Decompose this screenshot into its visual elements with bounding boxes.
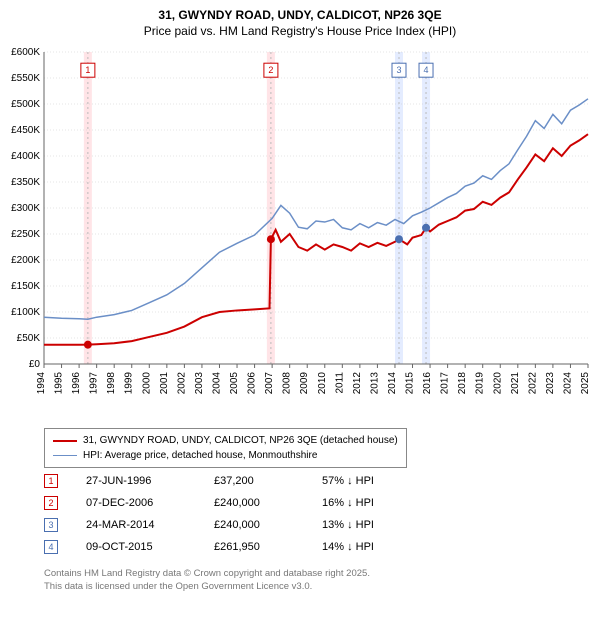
svg-text:1995: 1995 bbox=[54, 372, 65, 395]
sales-date: 27-JUN-1996 bbox=[86, 475, 186, 487]
sales-date: 09-OCT-2015 bbox=[86, 541, 186, 553]
svg-text:2011: 2011 bbox=[334, 372, 345, 394]
svg-text:£300K: £300K bbox=[11, 203, 40, 214]
footer-line2: This data is licensed under the Open Gov… bbox=[44, 581, 370, 594]
svg-text:2025: 2025 bbox=[580, 372, 591, 395]
svg-text:2017: 2017 bbox=[440, 372, 451, 395]
chart-plot-area: £0 £50K £100K £150K £200K £250K £300K £350K £400… bbox=[0, 44, 600, 424]
sales-marker: 2 bbox=[44, 496, 58, 510]
svg-text:2023: 2023 bbox=[545, 372, 556, 395]
chart-title-line2: Price paid vs. HM Land Registry's House … bbox=[0, 24, 600, 40]
svg-text:2010: 2010 bbox=[317, 372, 328, 395]
svg-text:1994: 1994 bbox=[36, 372, 47, 395]
svg-text:£200K: £200K bbox=[11, 255, 40, 266]
svg-text:£50K: £50K bbox=[17, 333, 41, 344]
svg-text:1998: 1998 bbox=[106, 372, 117, 395]
svg-text:2002: 2002 bbox=[176, 372, 187, 395]
sales-row: 2 07-DEC-2006 £240,000 16% ↓ HPI bbox=[44, 492, 412, 514]
svg-text:1997: 1997 bbox=[89, 372, 100, 395]
svg-text:2001: 2001 bbox=[159, 372, 170, 395]
svg-text:£500K: £500K bbox=[11, 99, 40, 110]
svg-text:£600K: £600K bbox=[11, 47, 40, 58]
svg-text:2: 2 bbox=[268, 65, 273, 75]
svg-text:3: 3 bbox=[396, 65, 401, 75]
sales-date: 24-MAR-2014 bbox=[86, 519, 186, 531]
svg-text:2016: 2016 bbox=[422, 372, 433, 395]
legend-label: 31, GWYNDY ROAD, UNDY, CALDICOT, NP26 3Q… bbox=[83, 433, 398, 448]
svg-text:£250K: £250K bbox=[11, 229, 40, 240]
svg-text:2009: 2009 bbox=[299, 372, 310, 395]
svg-text:2012: 2012 bbox=[352, 372, 363, 395]
footer-line1: Contains HM Land Registry data © Crown c… bbox=[44, 568, 370, 581]
legend-label: HPI: Average price, detached house, Monm… bbox=[83, 448, 317, 463]
svg-text:2014: 2014 bbox=[387, 372, 398, 395]
svg-text:2024: 2024 bbox=[562, 372, 573, 395]
svg-text:£350K: £350K bbox=[11, 177, 40, 188]
svg-text:2019: 2019 bbox=[475, 372, 486, 395]
sales-price: £240,000 bbox=[214, 497, 294, 509]
sales-delta: 57% ↓ HPI bbox=[322, 475, 412, 487]
footer-attribution: Contains HM Land Registry data © Crown c… bbox=[44, 568, 370, 594]
sales-date: 07-DEC-2006 bbox=[86, 497, 186, 509]
sales-delta: 14% ↓ HPI bbox=[322, 541, 412, 553]
svg-text:2008: 2008 bbox=[282, 372, 293, 395]
svg-text:£0: £0 bbox=[29, 359, 41, 370]
svg-text:2020: 2020 bbox=[492, 372, 503, 395]
legend: 31, GWYNDY ROAD, UNDY, CALDICOT, NP26 3Q… bbox=[44, 428, 407, 468]
sales-delta: 13% ↓ HPI bbox=[322, 519, 412, 531]
svg-text:£100K: £100K bbox=[11, 307, 40, 318]
svg-text:1: 1 bbox=[85, 65, 90, 75]
sales-marker: 1 bbox=[44, 474, 58, 488]
svg-text:2015: 2015 bbox=[405, 372, 416, 395]
svg-text:2018: 2018 bbox=[457, 372, 468, 395]
svg-text:2013: 2013 bbox=[369, 372, 380, 395]
sales-price: £240,000 bbox=[214, 519, 294, 531]
sales-marker: 4 bbox=[44, 540, 58, 554]
sales-price: £37,200 bbox=[214, 475, 294, 487]
sales-delta: 16% ↓ HPI bbox=[322, 497, 412, 509]
svg-text:2021: 2021 bbox=[510, 372, 521, 395]
svg-text:£400K: £400K bbox=[11, 151, 40, 162]
legend-swatch bbox=[53, 455, 77, 456]
svg-text:2006: 2006 bbox=[247, 372, 258, 395]
svg-text:2003: 2003 bbox=[194, 372, 205, 395]
svg-text:2022: 2022 bbox=[527, 372, 538, 395]
svg-text:£150K: £150K bbox=[11, 281, 40, 292]
sales-price: £261,950 bbox=[214, 541, 294, 553]
sales-row: 4 09-OCT-2015 £261,950 14% ↓ HPI bbox=[44, 536, 412, 558]
chart-container: 31, GWYNDY ROAD, UNDY, CALDICOT, NP26 3Q… bbox=[0, 0, 600, 620]
svg-text:£450K: £450K bbox=[11, 125, 40, 136]
legend-item: 31, GWYNDY ROAD, UNDY, CALDICOT, NP26 3Q… bbox=[53, 433, 398, 448]
svg-text:1996: 1996 bbox=[71, 372, 82, 395]
sales-row: 1 27-JUN-1996 £37,200 57% ↓ HPI bbox=[44, 470, 412, 492]
svg-text:2007: 2007 bbox=[264, 372, 275, 395]
line-chart-svg: £0 £50K £100K £150K £200K £250K £300K £350K £400… bbox=[0, 44, 600, 424]
svg-text:1999: 1999 bbox=[124, 372, 135, 395]
svg-text:2004: 2004 bbox=[211, 372, 222, 395]
svg-text:2000: 2000 bbox=[141, 372, 152, 395]
svg-text:4: 4 bbox=[424, 65, 429, 75]
legend-item: HPI: Average price, detached house, Monm… bbox=[53, 448, 398, 463]
svg-text:£550K: £550K bbox=[11, 73, 40, 84]
sales-row: 3 24-MAR-2014 £240,000 13% ↓ HPI bbox=[44, 514, 412, 536]
sales-table: 1 27-JUN-1996 £37,200 57% ↓ HPI 2 07-DEC-2006… bbox=[44, 470, 412, 558]
legend-swatch bbox=[53, 440, 77, 442]
sales-marker: 3 bbox=[44, 518, 58, 532]
svg-text:2005: 2005 bbox=[229, 372, 240, 395]
chart-title-line1: 31, GWYNDY ROAD, UNDY, CALDICOT, NP26 3Q… bbox=[0, 0, 600, 24]
